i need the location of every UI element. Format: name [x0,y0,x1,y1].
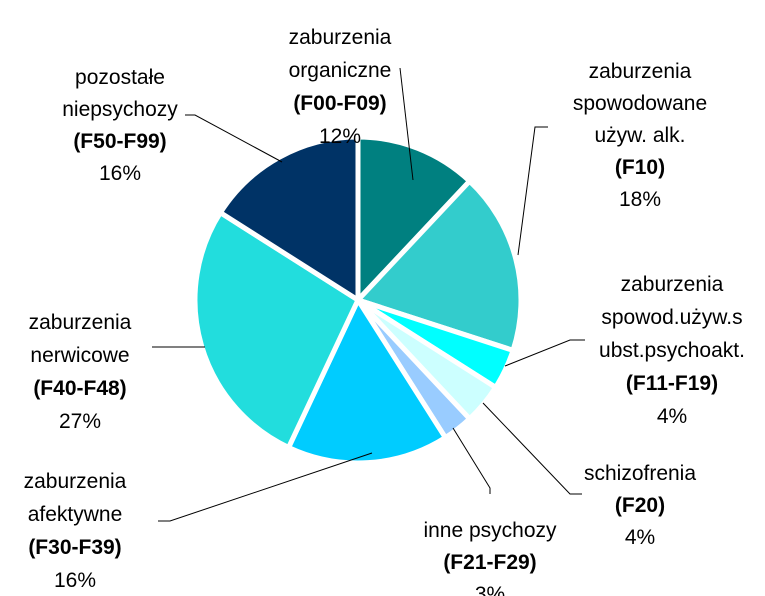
leader-line [452,427,491,494]
leader-line [517,126,548,256]
category-label: zaburzenia nerwicowe [29,311,132,367]
value-label: 16% [54,569,96,592]
category-line: używ. alk. [594,124,685,147]
category-line: zaburzenia [621,273,724,296]
category-label: zaburzenia organiczne [289,26,392,82]
category-line: afektywne [28,503,123,526]
slice-label: inne psychozy (F21-F29) 3% [423,519,557,596]
category-line: organiczne [289,59,392,82]
slice-label: schizofrenia (F20) 4% [584,462,696,549]
value-label: 16% [99,162,141,185]
leader-line [185,114,283,163]
code-label: (F30-F39) [28,536,121,559]
category-line: niepsychozy [62,98,178,121]
category-line: pozostałe [75,66,165,89]
category-line: zaburzenia [289,26,392,49]
code-label: (F50-F99) [73,130,166,153]
category-line: spowodowane [573,92,707,115]
value-label: 4% [657,405,687,428]
category-label: zaburzenia spowodowane używ. alk. [573,60,707,147]
leader-line [399,67,414,181]
category-line: nerwicowe [30,344,129,367]
category-line: zaburzenia [29,311,132,334]
category-label: zaburzenia afektywne [24,470,127,526]
slice-label: zaburzenia spowodowane używ. alk. (F10) 18% [573,60,707,211]
category-line: spowod.używ.s [601,306,742,329]
category-label: inne psychozy [423,519,557,542]
pie-slice [192,209,362,451]
category-label: schizofrenia [584,462,696,485]
pie-slice [216,134,361,305]
category-line: zaburzenia [24,470,127,493]
leader-line [504,339,585,367]
category-line: inne psychozy [423,519,557,542]
slice-label: zaburzenia nerwicowe (F40-F48) 27% [29,311,132,433]
code-label: (F21-F29) [443,551,536,574]
category-line: zaburzenia [589,60,692,83]
slice-label: zaburzenia organiczne (F00-F09) 12% [289,26,392,148]
category-line: ubst.psychoakt. [599,339,745,362]
value-label: 12% [319,125,361,148]
pie-slice [285,294,449,466]
slice-label: zaburzenia spowod.używ.s ubst.psychoakt. (F… [599,273,745,428]
value-label: 18% [619,188,661,211]
value-label: 27% [59,410,101,433]
code-label: (F20) [615,494,665,517]
leader-line [158,452,373,522]
slice-label: zaburzenia afektywne (F30-F39) 16% [24,470,127,592]
code-label: (F00-F09) [293,92,386,115]
pie-slice [355,134,474,307]
category-label: pozostałe niepsychozy [62,66,178,121]
category-label: zaburzenia spowod.używ.s ubst.psychoakt. [599,273,745,362]
slice-label: pozostałe niepsychozy (F50-F99) 16% [62,66,178,185]
value-label: 3% [475,583,505,596]
code-label: (F10) [615,156,665,179]
leader-line [482,402,582,495]
code-label: (F40-F48) [33,377,126,400]
code-label: (F11-F19) [626,372,718,395]
category-line: schizofrenia [584,462,696,485]
value-label: 4% [625,526,655,549]
pie-slice [353,177,524,354]
